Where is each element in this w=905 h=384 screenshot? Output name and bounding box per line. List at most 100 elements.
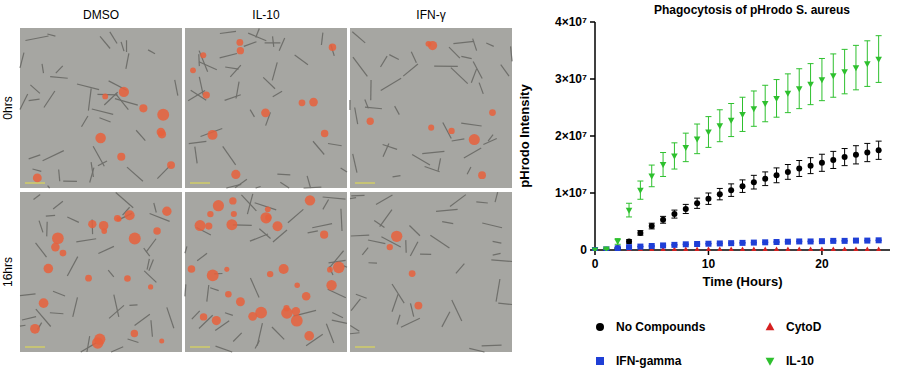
cell-outline [412,155,430,166]
cell-outline [175,80,178,96]
cell-outline [452,139,465,141]
cell-outline [456,264,465,274]
error-bar-cap [819,100,825,101]
cell-outline [149,260,154,271]
cell-outline [116,193,133,208]
cell-outline [39,221,43,233]
cell-outline [99,118,110,122]
cell-outline [410,242,418,256]
fluorescent-cell [320,231,328,239]
error-bar-cap [876,35,882,36]
cell-outline [263,77,275,88]
data-point [705,196,711,202]
cell-outline [109,305,124,318]
panel-background [20,192,182,352]
cell-outline [380,56,387,67]
error-bar-cap [660,176,666,177]
fluorescent-cell [229,197,236,204]
error-bar-cap [864,86,870,87]
cell-outline [332,320,347,323]
data-point [728,240,734,246]
error-bar [785,165,791,180]
data-point [853,152,859,158]
fluorescent-cell [260,212,271,223]
cell-outline [304,187,322,189]
data-point [807,82,814,88]
fluorescent-cell [414,302,422,310]
error-bar [649,165,655,187]
fluorescent-cell [85,275,92,282]
scale-bar [25,183,45,184]
error-bar [774,80,780,118]
error-bar [796,161,802,177]
error-bar-cap [615,238,621,239]
data-point [864,238,870,244]
cell-outline [491,260,512,262]
series [592,237,882,251]
error-bar-cap [842,148,848,149]
cell-outline [473,61,482,78]
cell-outline [199,62,217,70]
fluorescent-cell [52,232,64,244]
cell-outline [250,278,259,297]
y-tick-label: 4×10⁷ [555,15,587,29]
data-point [683,241,689,247]
fluorescent-cell [195,220,206,231]
data-point [694,200,700,206]
micrograph-panel [350,28,512,188]
data-point [626,238,632,244]
cell-outline [225,67,238,69]
column-label: IFN-γ [416,8,445,22]
data-point [819,238,825,244]
series [592,36,882,251]
cell-outline [151,320,152,337]
cell-outline [185,246,187,253]
error-bar-cap [864,161,870,162]
fluorescent-cell [478,171,486,179]
error-bar-cap [683,204,689,205]
error-bar [876,36,882,83]
plot-area [592,36,882,251]
cell-outline [108,270,114,277]
data-point [796,238,802,244]
error-bar-cap [694,124,700,125]
error-bar-cap [740,179,746,180]
data-point [830,238,836,244]
y-tick [590,135,595,137]
data-point [626,244,632,250]
data-point [728,118,735,124]
data-point [682,145,689,151]
cell-outline [216,346,233,352]
cell-outline [53,201,63,209]
cell-outline [493,241,502,243]
cell-outline [422,151,444,153]
cell-outline [272,327,284,339]
cell-outline [471,69,476,83]
error-bar-cap [717,141,723,142]
error-bar-cap [830,97,836,98]
error-bar-cap [762,85,768,86]
data-point [694,136,701,142]
x-axis-label: Time (Hours) [703,274,783,289]
error-bar-cap [796,160,802,161]
row-label: 0hrs [1,96,15,119]
cell-outline [192,311,200,319]
row-label: 16hrs [1,257,15,287]
fluorescent-cell [205,223,212,230]
cell-outline [46,215,55,217]
error-bar-cap [637,199,643,200]
cell-outline [351,235,369,237]
cell-outline [128,339,139,342]
fluorescent-cell [60,250,67,257]
error-bar [762,172,768,186]
error-bar [649,223,655,229]
data-point [728,246,735,251]
cell-outline [383,144,389,157]
fluorescent-cell [428,125,434,131]
error-bar-cap [671,169,677,170]
fluorescent-cell [94,334,105,345]
data-point [694,246,701,251]
fluorescent-cell [294,282,299,287]
error-bar [671,210,677,218]
error-bar [705,193,711,204]
